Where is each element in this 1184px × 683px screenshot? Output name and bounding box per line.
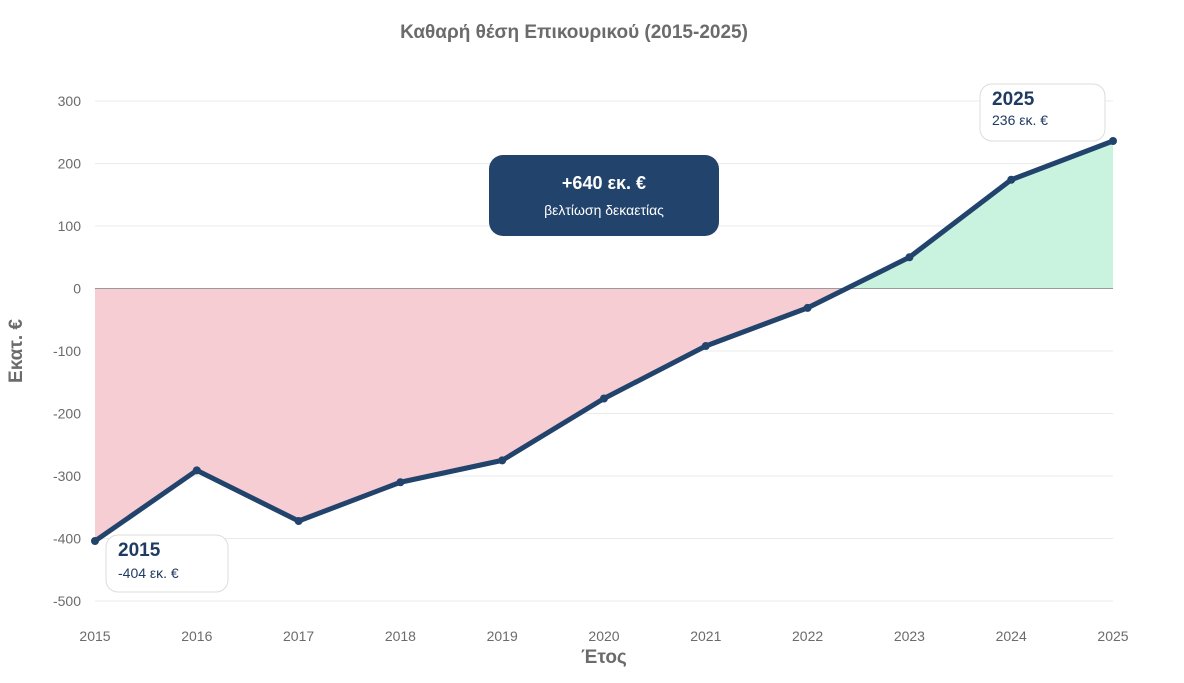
data-point xyxy=(1109,137,1117,145)
data-point xyxy=(294,517,303,525)
y-tick-label: -500 xyxy=(53,593,81,609)
summary-headline: +640 εκ. € xyxy=(562,173,646,193)
x-tick-label: 2025 xyxy=(1097,628,1128,644)
chart-title: Καθαρή θέση Επικουρικού (2015-2025) xyxy=(400,22,748,43)
x-tick-label: 2015 xyxy=(79,628,110,644)
start-callout-year: 2015 xyxy=(118,540,161,561)
data-point xyxy=(498,456,507,465)
end-callout: 2025 236 εκ. € xyxy=(979,83,1106,142)
start-callout-value: -404 εκ. € xyxy=(118,565,179,581)
data-point xyxy=(701,342,710,350)
y-tick-label: 300 xyxy=(58,93,82,109)
start-callout-box xyxy=(105,534,229,593)
x-axis-title: Έτος xyxy=(581,647,627,668)
y-tick-labels: 300 200 100 0 -100 -200 -300 -400 -500 xyxy=(53,93,81,609)
x-tick-label: 2019 xyxy=(487,628,518,644)
x-tick-label: 2023 xyxy=(894,628,925,644)
y-tick-label: -100 xyxy=(53,343,81,359)
y-tick-label: 0 xyxy=(73,281,81,297)
x-tick-label: 2020 xyxy=(588,628,619,644)
area-fills xyxy=(95,141,1113,541)
y-tick-label: 200 xyxy=(58,156,82,172)
x-tick-label: 2017 xyxy=(283,628,314,644)
data-point xyxy=(803,303,812,312)
data-point xyxy=(905,253,914,262)
y-tick-label: -300 xyxy=(53,468,81,484)
x-tick-label: 2018 xyxy=(385,628,416,644)
y-tick-label: -400 xyxy=(53,531,81,547)
summary-callout: +640 εκ. € βελτίωση δεκαετίας xyxy=(489,155,719,236)
end-callout-box xyxy=(979,83,1106,142)
data-points xyxy=(91,137,1117,545)
end-callout-year: 2025 xyxy=(992,89,1035,110)
summary-subtitle: βελτίωση δεκαετίας xyxy=(544,202,664,218)
data-point xyxy=(192,466,201,475)
start-callout: 2015 -404 εκ. € xyxy=(105,534,229,593)
positive-area xyxy=(846,141,1113,289)
end-callout-value: 236 εκ. € xyxy=(992,112,1048,128)
x-tick-label: 2022 xyxy=(792,628,823,644)
summary-callout-box xyxy=(489,155,719,236)
x-tick-label: 2024 xyxy=(996,628,1027,644)
y-tick-label: 100 xyxy=(58,218,82,234)
x-tick-label: 2021 xyxy=(690,628,721,644)
data-point xyxy=(396,478,405,487)
data-point xyxy=(1007,175,1016,184)
data-point xyxy=(600,394,608,403)
y-axis-title: Εκατ. € xyxy=(6,319,27,383)
x-tick-label: 2016 xyxy=(181,628,212,644)
x-tick-labels: 2015 2016 2017 2018 2019 2020 2021 2022 2023 2024… xyxy=(79,628,1128,644)
negative-area xyxy=(95,288,847,541)
y-tick-label: -200 xyxy=(53,406,81,422)
data-point xyxy=(91,537,99,545)
